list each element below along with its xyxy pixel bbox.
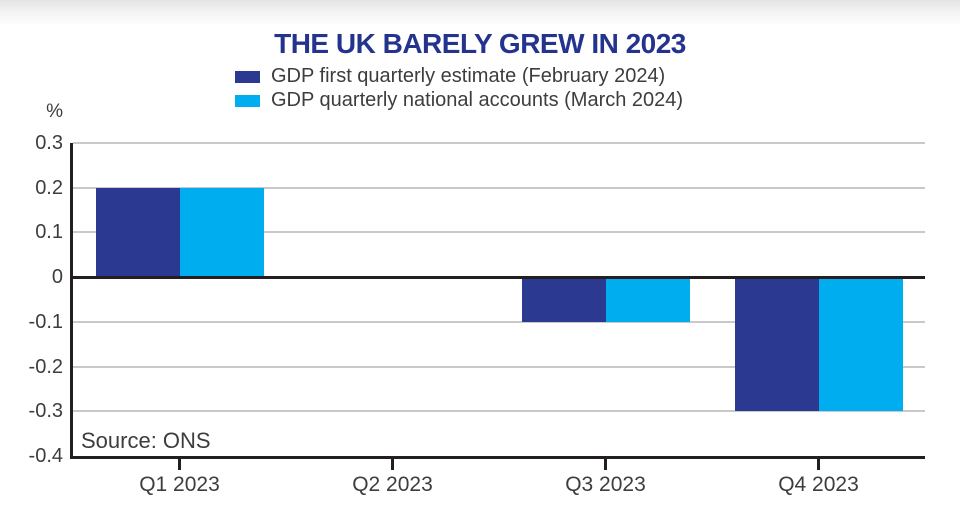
x-tick-label: Q1 2023 [139,473,220,496]
y-tick-label: 0.3 [35,132,63,154]
gridline [73,186,925,189]
y-tick-label: 0.2 [35,176,63,199]
chart-legend: GDP first quarterly estimate (February 2… [0,65,960,112]
bar-q4-2023-series1 [734,277,819,412]
gridline [73,231,925,234]
legend-item: GDP first quarterly estimate (February 2… [235,65,735,88]
source-note: Source: ONS [81,428,211,453]
bar-q4-2023-series2 [818,277,903,412]
y-tick-label: -0.4 [28,445,63,467]
bar-q3-2023-series1 [521,277,606,322]
top-gradient-strip [0,0,960,26]
gridline [73,365,925,368]
x-tick-mark [178,459,181,470]
gridline [73,410,925,413]
bar-q3-2023-series2 [605,277,690,322]
bar-q1-2023-series2 [179,187,264,278]
gridline [73,320,925,323]
legend-swatch-icon [235,70,260,83]
legend-label: GDP quarterly national accounts (March 2… [271,89,684,111]
bar-q1-2023-series1 [95,187,180,278]
legend-swatch-icon [235,94,260,107]
x-tick-mark [604,459,607,470]
x-tick-label: Q2 2023 [352,473,433,496]
x-tick-mark [817,459,820,470]
x-tick-label: Q3 2023 [565,473,646,496]
x-tick-mark [391,459,394,470]
y-axis-unit-label: % [46,101,63,122]
y-tick-label: 0 [51,266,63,289]
legend-label: GDP first quarterly estimate (February 2… [271,65,666,87]
gridline [73,142,925,144]
x-tick-label: Q4 2023 [778,473,859,496]
zero-axis-line [73,276,925,280]
y-tick-label: 0.1 [35,221,63,244]
legend-item: GDP quarterly national accounts (March 2… [235,89,735,112]
y-tick-label: -0.3 [28,400,63,423]
plot-area [70,142,925,459]
chart-title: THE UK BARELY GREW IN 2023 [274,28,686,59]
y-tick-label: -0.2 [28,355,63,378]
y-tick-label: -0.1 [28,310,63,333]
